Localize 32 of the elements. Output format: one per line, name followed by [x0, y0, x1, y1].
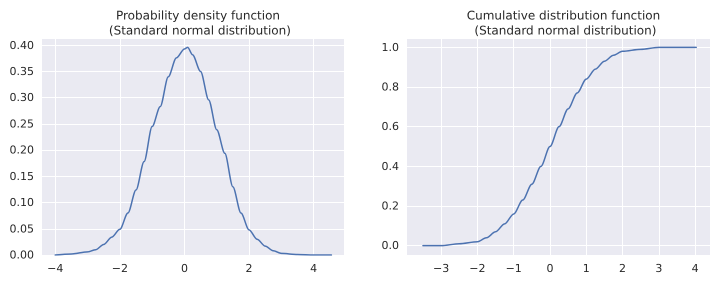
x-tick-label: 1: [582, 262, 590, 275]
x-tick-label: −1: [506, 262, 522, 275]
x-tick-label: 4: [310, 262, 318, 275]
y-tick-label: 0.6: [382, 120, 399, 134]
line-series: [54, 46, 332, 256]
x-tick-label: 3: [655, 262, 662, 275]
y-tick-label: 0.35: [10, 65, 34, 78]
chart-title: Probability density function (Standard normal distribution): [105, 8, 291, 38]
x-tick-label: −4: [47, 262, 64, 275]
y-tick-label: 0.05: [10, 222, 34, 236]
y-tick-label: 0.25: [10, 117, 34, 130]
y-tick-label: 0.0: [382, 239, 399, 252]
y-tick-label: 0.4: [382, 160, 399, 173]
x-tick-label: 0: [180, 262, 188, 275]
y-tick-label: 0.10: [10, 196, 34, 210]
x-tick-label: 0: [546, 262, 554, 275]
x-tick-label: −2: [469, 262, 486, 275]
x-tick-label: 2: [619, 262, 626, 275]
x-tick-label: 2: [246, 262, 253, 275]
y-tick-label: 0.30: [10, 91, 34, 104]
y-tick-label: 0.40: [10, 38, 34, 52]
y-tick-label: 0.00: [10, 248, 34, 262]
x-tick-label: −3: [433, 262, 450, 275]
y-tick-label: 0.2: [382, 200, 399, 213]
line-series: [422, 46, 697, 246]
x-tick-label: −2: [112, 262, 128, 275]
x-tick-label: 4: [692, 262, 699, 275]
chart-title: Cumulative distribution function (Standard normal distribution): [466, 8, 660, 38]
y-tick-label: 0.8: [382, 80, 399, 94]
y-tick-label: 0.20: [10, 144, 34, 157]
y-tick-label: 1.0: [382, 40, 399, 54]
y-tick-label: 0.15: [10, 170, 34, 183]
